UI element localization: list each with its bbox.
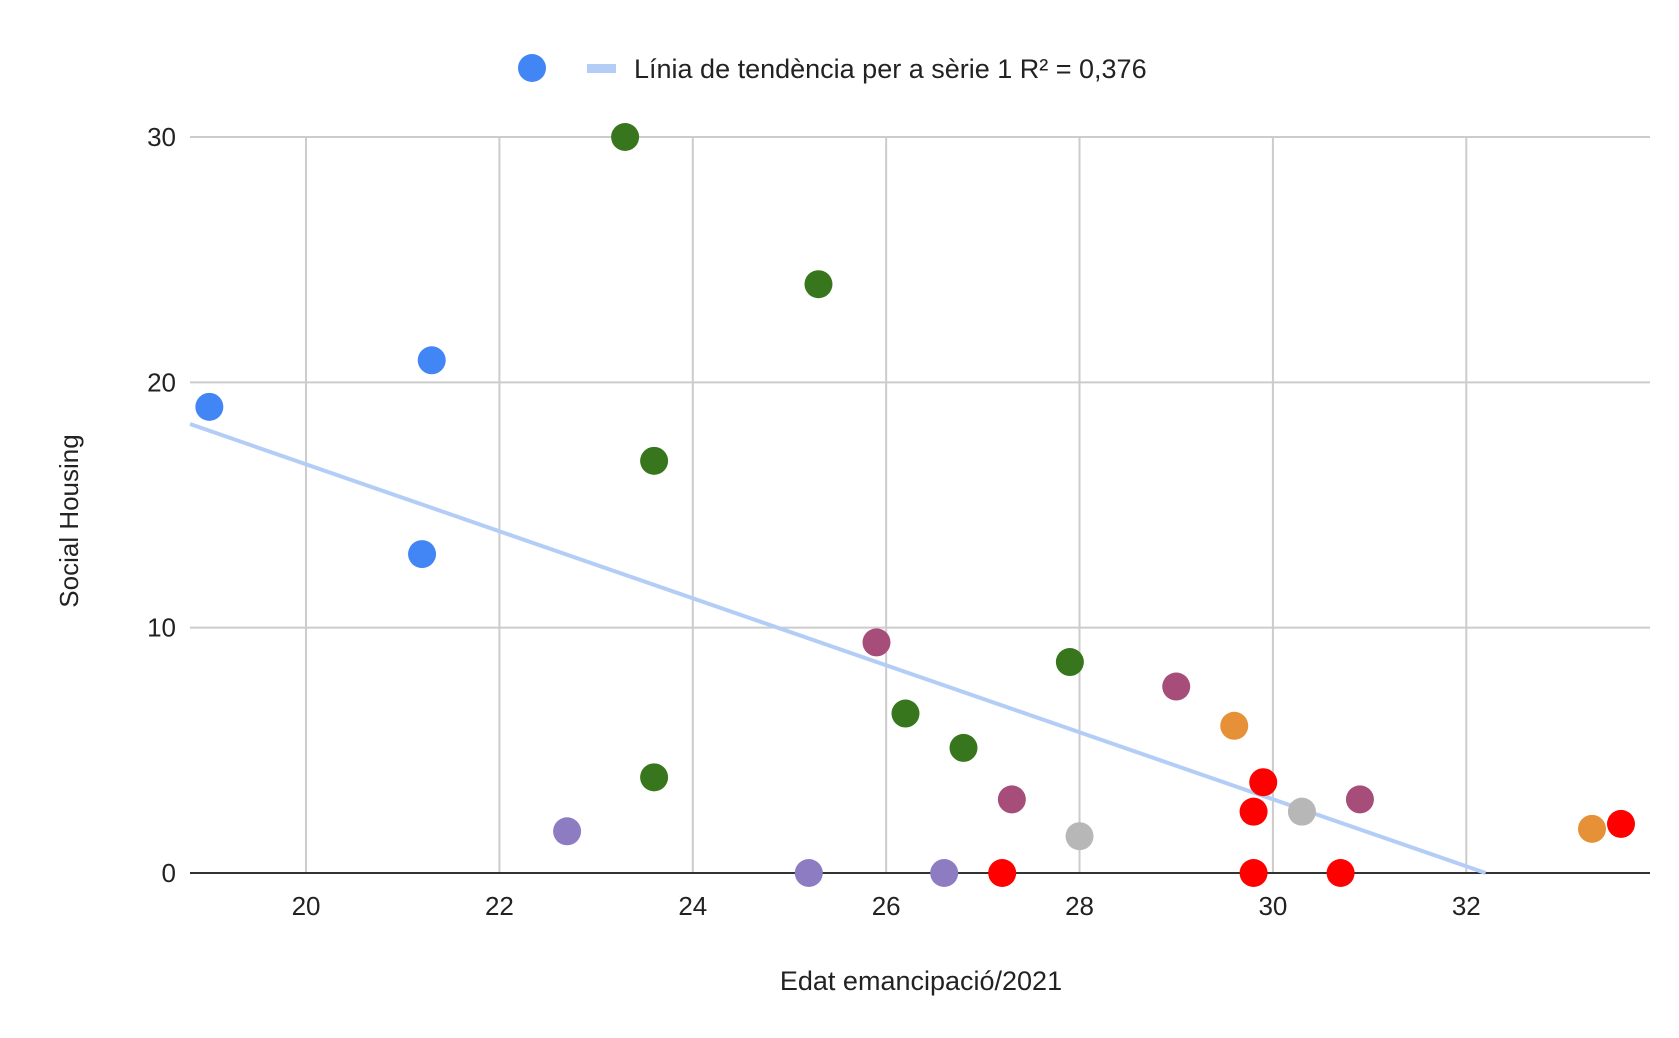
data-point [988, 859, 1017, 887]
x-tick-label: 22 [485, 891, 514, 921]
data-point [997, 785, 1026, 814]
y-axis-label: Social Housing [54, 434, 84, 607]
data-point [1287, 797, 1316, 826]
x-tick-label: 32 [1452, 891, 1481, 921]
data-point [640, 763, 669, 792]
data-point [640, 446, 669, 475]
y-tick-label: 10 [147, 613, 176, 643]
legend: Línia de tendència per a sèrie 1 R² = 0,… [518, 54, 1147, 84]
data-points [195, 123, 1635, 887]
data-point [1065, 822, 1094, 851]
data-point [862, 628, 891, 657]
data-point [1326, 859, 1355, 887]
legend-trendline-label: Línia de tendència per a sèrie 1 R² = 0,… [634, 54, 1147, 84]
data-point [553, 817, 582, 846]
data-point [1162, 672, 1191, 701]
data-point [1606, 809, 1635, 838]
legend-trendline-swatch [587, 64, 616, 73]
y-tick-label: 0 [162, 858, 176, 888]
data-point [195, 392, 224, 421]
x-tick-label: 24 [678, 891, 707, 921]
data-point [1249, 768, 1278, 797]
data-point [1239, 859, 1268, 887]
data-point [611, 123, 640, 151]
x-tick-label: 28 [1065, 891, 1094, 921]
x-tick-label: 30 [1258, 891, 1287, 921]
y-axis-ticks: 0 10 20 30 [147, 122, 176, 888]
data-point [794, 859, 823, 887]
data-point [949, 733, 978, 762]
gridlines [190, 136, 1650, 873]
data-point [417, 346, 446, 375]
x-tick-label: 26 [872, 891, 901, 921]
data-point [1345, 785, 1374, 814]
data-point [804, 270, 833, 299]
data-point [1220, 711, 1249, 740]
data-point [1239, 797, 1268, 826]
data-point [891, 699, 920, 728]
y-tick-label: 30 [147, 122, 176, 152]
data-point [1577, 814, 1606, 843]
trendline [189, 422, 1487, 875]
data-point [408, 540, 437, 569]
legend-series-marker [518, 54, 546, 82]
y-tick-label: 20 [147, 367, 176, 397]
data-point [930, 859, 959, 887]
x-axis-ticks: 20 22 24 26 28 30 32 [292, 891, 1481, 921]
x-tick-label: 20 [292, 891, 321, 921]
x-axis-label: Edat emancipació/2021 [780, 966, 1062, 996]
data-point [1055, 648, 1084, 677]
